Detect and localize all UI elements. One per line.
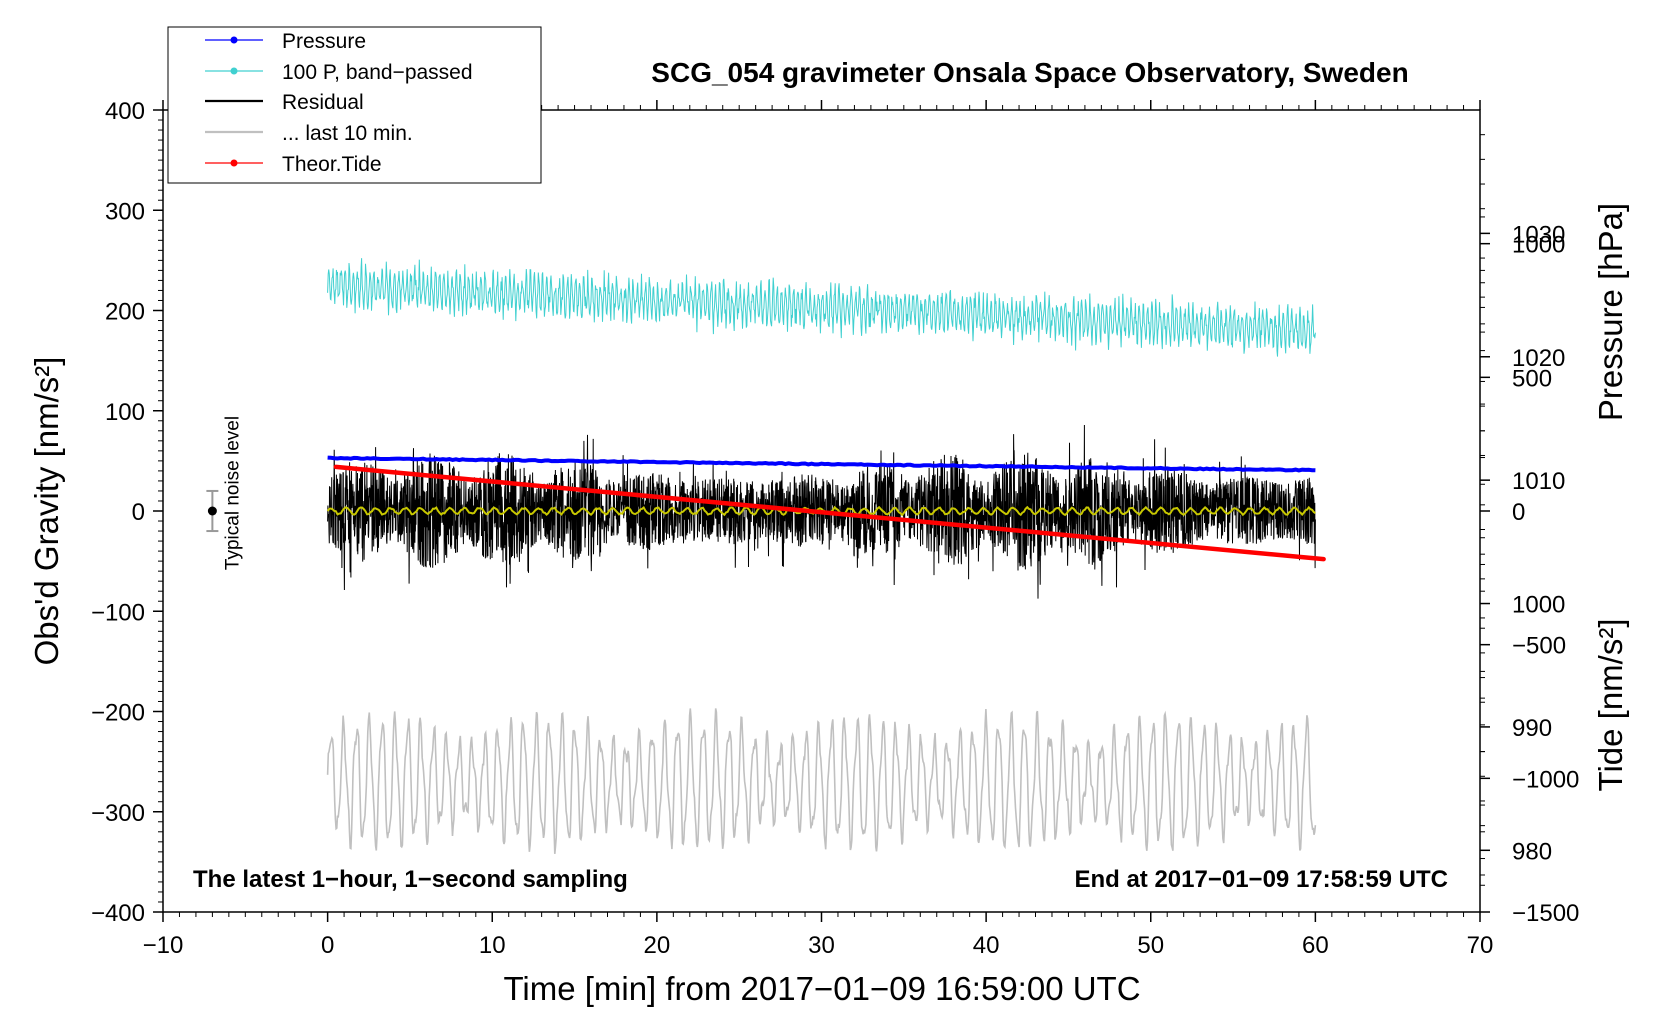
legend-label-last10: ... last 10 min. (282, 122, 413, 145)
legend-item-pressure: Pressure (205, 30, 366, 53)
chart-title: SCG_054 gravimeter Onsala Space Observat… (651, 57, 1408, 88)
pressure-tick-label: 1010 (1512, 468, 1565, 495)
y-tick-label: −400 (91, 900, 145, 927)
y-tick-label: 300 (105, 198, 145, 225)
noise-level-label: Typical noise level (222, 416, 243, 570)
tide-tick-label: 0 (1512, 499, 1525, 526)
smoothed-residual-line (326, 505, 1316, 517)
series-bandpassed (327, 258, 1316, 357)
pressure-tick-label: 980 (1512, 838, 1552, 865)
legend-item-residual: Residual (205, 91, 364, 114)
tide-line (333, 464, 1326, 562)
sampling-annotation: The latest 1−hour, 1−second sampling (193, 866, 628, 893)
legend-label-residual: Residual (282, 91, 364, 114)
series-smoothed (326, 505, 1316, 517)
tide-axis-title: Tide [nm/s²] (1592, 619, 1629, 792)
pressure-axis-ticks: 1030 1020 1010 1000 990 980 (1480, 134, 1565, 876)
legend-label-tide: Theor.Tide (282, 153, 382, 176)
y-tick-label: −100 (91, 599, 145, 626)
end-time-annotation: End at 2017−01−09 17:58:59 UTC (1074, 866, 1448, 893)
tide-axis-ticks: 1000 500 0 −500 −1000 −1500 (1480, 216, 1579, 927)
pressure-axis-title: Pressure [hPa] (1592, 203, 1629, 421)
x-tick-label: 60 (1302, 932, 1329, 959)
pressure-tick-label: 1000 (1512, 592, 1565, 619)
legend-item-tide: Theor.Tide (205, 153, 382, 176)
x-tick-label: 50 (1137, 932, 1164, 959)
pressure-tick-label: 1020 (1512, 345, 1565, 372)
series-pressure (327, 455, 1316, 473)
x-tick-label: 0 (321, 932, 334, 959)
bandpassed-line (327, 258, 1316, 357)
x-axis-title: Time [min] from 2017−01−09 16:59:00 UTC (503, 970, 1140, 1007)
y-left-axis-ticks: 400 300 200 100 0 −100 −200 −300 −400 (91, 98, 163, 927)
tide-tick-label: −1500 (1512, 900, 1579, 927)
x-tick-label: 20 (644, 932, 671, 959)
series-last10 (326, 708, 1317, 854)
tide-tick-label: −500 (1512, 633, 1566, 660)
y-tick-label: 400 (105, 98, 145, 125)
pressure-line (327, 455, 1316, 473)
y-tick-label: −200 (91, 700, 145, 727)
legend-label-bandpassed: 100 P, band−passed (282, 61, 473, 84)
series-residual (327, 424, 1316, 599)
legend-item-last10: ... last 10 min. (205, 122, 413, 145)
legend: Pressure 100 P, band−passed Residual ...… (167, 26, 542, 184)
legend-item-bandpassed: 100 P, band−passed (205, 61, 473, 84)
tide-tick-label: 1000 (1512, 232, 1565, 259)
y-left-axis-title: Obs'd Gravity [nm/s²] (28, 357, 65, 666)
x-tick-label: 40 (973, 932, 1000, 959)
legend-marker-pressure (230, 36, 238, 44)
y-tick-label: 0 (132, 499, 145, 526)
legend-marker-tide (230, 159, 238, 167)
x-tick-label: −10 (143, 932, 184, 959)
legend-marker-bandpassed (230, 67, 238, 75)
last10-line (326, 708, 1317, 854)
x-tick-label: 30 (808, 932, 835, 959)
pressure-tick-label: 1030 (1512, 221, 1565, 248)
noise-level-marker: Typical noise level (206, 416, 243, 570)
noise-point (207, 506, 217, 516)
y-tick-label: 200 (105, 299, 145, 326)
x-tick-label: 70 (1467, 932, 1494, 959)
tide-tick-label: 500 (1512, 365, 1552, 392)
series-tide (333, 464, 1326, 562)
tide-tick-label: −1000 (1512, 766, 1579, 793)
x-tick-label: 10 (479, 932, 506, 959)
y-tick-label: 100 (105, 399, 145, 426)
residual-line (327, 424, 1316, 599)
legend-label-pressure: Pressure (282, 30, 366, 53)
legend-box (167, 26, 542, 184)
pressure-tick-label: 990 (1512, 715, 1552, 742)
x-axis-ticks: −10 0 10 20 30 40 50 60 70 (143, 100, 1494, 959)
y-tick-label: −300 (91, 800, 145, 827)
